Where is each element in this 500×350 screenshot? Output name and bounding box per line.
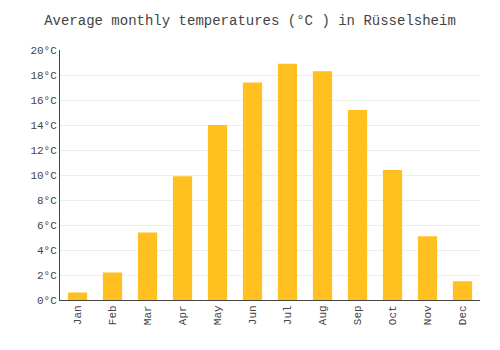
svg-text:Sep: Sep xyxy=(352,305,364,325)
svg-text:Aug: Aug xyxy=(317,305,329,325)
svg-text:May: May xyxy=(212,305,224,325)
svg-text:12°C: 12°C xyxy=(30,145,57,157)
svg-text:8°C: 8°C xyxy=(37,195,57,207)
svg-text:Feb: Feb xyxy=(107,305,119,325)
svg-text:Oct: Oct xyxy=(387,305,399,325)
svg-text:Apr: Apr xyxy=(177,305,189,325)
svg-text:Average monthly temperatures (: Average monthly temperatures (°C ) in Rü… xyxy=(44,13,456,29)
svg-text:4°C: 4°C xyxy=(37,245,57,257)
svg-text:Jul: Jul xyxy=(282,305,294,325)
svg-text:14°C: 14°C xyxy=(30,120,57,132)
svg-text:18°C: 18°C xyxy=(30,70,57,82)
svg-text:Dec: Dec xyxy=(457,305,469,325)
svg-text:Jan: Jan xyxy=(72,305,84,325)
svg-text:10°C: 10°C xyxy=(30,170,57,182)
svg-text:16°C: 16°C xyxy=(30,95,57,107)
svg-text:20°C: 20°C xyxy=(30,45,57,57)
svg-text:Jun: Jun xyxy=(247,305,259,325)
svg-text:2°C: 2°C xyxy=(37,270,57,282)
svg-text:0°C: 0°C xyxy=(37,295,57,307)
svg-text:Mar: Mar xyxy=(142,305,154,325)
svg-text:6°C: 6°C xyxy=(37,220,57,232)
svg-text:Nov: Nov xyxy=(422,305,434,325)
